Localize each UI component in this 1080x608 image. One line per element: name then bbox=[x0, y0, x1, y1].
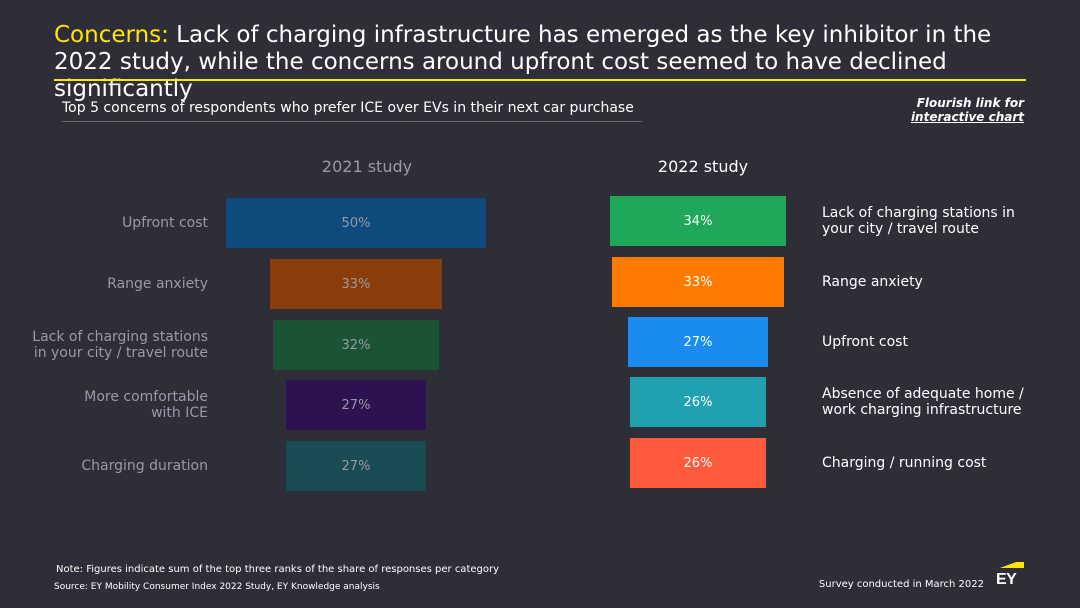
study-2022-heading: 2022 study bbox=[657, 157, 749, 176]
bar-value-label: 27% bbox=[341, 397, 371, 413]
page-title: Concerns: Lack of charging infrastructur… bbox=[54, 22, 1034, 103]
category-label-line: Absence of adequate home / bbox=[822, 386, 1024, 402]
category-label-line: your city / travel route bbox=[822, 221, 979, 237]
category-label-line: work charging infrastructure bbox=[822, 402, 1022, 418]
bar-value-label: 50% bbox=[341, 215, 371, 231]
category-label-2022-3: Upfront cost bbox=[822, 334, 1052, 350]
bar-value-label: 33% bbox=[683, 274, 713, 290]
category-label-2022-4: Absence of adequate home / work charging … bbox=[822, 386, 1052, 418]
bar-value-label: 26% bbox=[683, 455, 713, 471]
bar-value-label: 33% bbox=[341, 276, 371, 292]
category-label-line: Range anxiety bbox=[822, 274, 923, 290]
bar-2022-2: 33% bbox=[612, 257, 784, 307]
category-label-2021-4: More comfortable with ICE bbox=[8, 389, 208, 421]
bar-2022-1: 34% bbox=[609, 196, 787, 246]
bar-value-label: 32% bbox=[341, 337, 371, 353]
title-divider bbox=[54, 79, 1026, 81]
bar-2021-5: 27% bbox=[285, 441, 427, 491]
category-label-line: with ICE bbox=[151, 405, 208, 421]
title-rest: Lack of charging infrastructure has emer… bbox=[54, 22, 992, 102]
category-label-line: Upfront cost bbox=[122, 215, 208, 231]
category-label-2022-1: Lack of charging stations in your city / … bbox=[822, 205, 1052, 237]
category-label-line: Lack of charging stations bbox=[32, 329, 208, 345]
bar-value-label: 27% bbox=[683, 334, 713, 350]
survey-date: Survey conducted in March 2022 bbox=[818, 579, 984, 590]
bar-value-label: 26% bbox=[683, 394, 713, 410]
category-label-2021-3: Lack of charging stations in your city / … bbox=[8, 329, 208, 361]
title-highlight: Concerns: bbox=[54, 22, 169, 48]
bar-2021-1: 50% bbox=[226, 198, 486, 248]
bar-2021-4: 27% bbox=[285, 380, 427, 430]
logo-slash-icon bbox=[996, 562, 1024, 568]
category-label-line: Charging duration bbox=[81, 458, 208, 474]
flourish-link-line2[interactable]: interactive chart bbox=[910, 110, 1024, 124]
footnote: Note: Figures indicate sum of the top th… bbox=[56, 564, 500, 575]
category-label-line: Lack of charging stations in bbox=[822, 205, 1015, 221]
bar-2022-5: 26% bbox=[630, 438, 766, 488]
category-label-line: Charging / running cost bbox=[822, 455, 987, 471]
bar-2021-2: 33% bbox=[270, 259, 442, 309]
bar-2021-3: 32% bbox=[272, 320, 440, 370]
chart-subtitle: Top 5 concerns of respondents who prefer… bbox=[62, 100, 634, 116]
ey-logo: EY bbox=[996, 562, 1024, 592]
source-note: Source: EY Mobility Consumer Index 2022 … bbox=[54, 582, 380, 592]
flourish-link[interactable]: Flourish link for interactive chart bbox=[894, 96, 1024, 124]
category-label-2021-5: Charging duration bbox=[8, 458, 208, 474]
study-2021-heading: 2021 study bbox=[321, 157, 413, 176]
category-label-line: in your city / travel route bbox=[33, 345, 208, 361]
category-label-line: More comfortable bbox=[84, 389, 208, 405]
bar-2022-4: 26% bbox=[630, 377, 766, 427]
category-label-2021-2: Range anxiety bbox=[8, 276, 208, 292]
subtitle-divider bbox=[62, 121, 642, 122]
bar-2022-3: 27% bbox=[627, 317, 769, 367]
bar-value-label: 27% bbox=[341, 458, 371, 474]
category-label-line: Range anxiety bbox=[107, 276, 208, 292]
category-label-line: Upfront cost bbox=[822, 334, 908, 350]
category-label-2022-2: Range anxiety bbox=[822, 274, 1052, 290]
bar-value-label: 34% bbox=[683, 213, 713, 229]
flourish-link-line1[interactable]: Flourish link for bbox=[916, 96, 1024, 110]
category-label-2021-1: Upfront cost bbox=[8, 215, 208, 231]
logo-text: EY bbox=[996, 571, 1017, 588]
category-label-2022-5: Charging / running cost bbox=[822, 455, 1052, 471]
